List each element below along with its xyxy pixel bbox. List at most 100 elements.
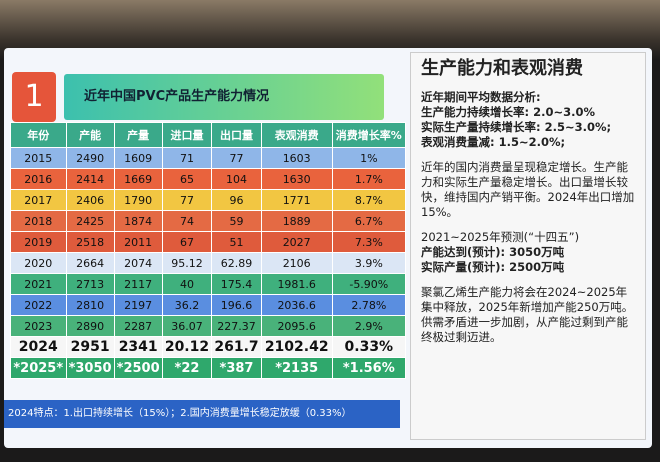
- cell: 95.12: [161, 252, 213, 274]
- header-cell: 出口量: [211, 122, 262, 148]
- cell: 104: [211, 168, 262, 190]
- cell: 2102.42: [260, 336, 333, 358]
- cell: 2425: [65, 210, 115, 232]
- cell: 175.4: [211, 273, 262, 295]
- cell: 96: [211, 189, 262, 211]
- cell: 2890: [65, 315, 115, 337]
- cell: 71: [161, 147, 213, 169]
- cell: 2951: [65, 336, 115, 358]
- header-cell: 进口量: [161, 122, 213, 148]
- cell: 1790: [113, 189, 163, 211]
- cell: 261.7: [211, 336, 262, 358]
- cell: -5.90%: [331, 273, 407, 295]
- header-cell: 产能: [65, 122, 115, 148]
- header-cell: 年份: [10, 122, 67, 148]
- cell: 2.78%: [331, 294, 407, 316]
- cell: *2135: [260, 357, 333, 379]
- cell: *387: [211, 357, 262, 379]
- cell: 67: [161, 231, 213, 253]
- cell: 2490: [65, 147, 115, 169]
- cell: 2095.6: [260, 315, 333, 337]
- cell: 77: [211, 147, 262, 169]
- forecast: 2021~2025年预测(“十四五”) 产能达到(预计): 3050万吨 实际产量(…: [421, 230, 635, 275]
- cell: 8.7%: [331, 189, 407, 211]
- slide: 1 近年中国PVC产品生产能力情况 年份 产能 产量 进口量 出口量 表观消费 消费增长率%…: [4, 48, 652, 448]
- forecast-line: 实际产量(预计): 2500万吨: [421, 260, 565, 274]
- cell: 2287: [113, 315, 163, 337]
- cell: 2017: [10, 189, 67, 211]
- table-row: 2015 2490 1609 71 77 1603 1%: [10, 147, 407, 169]
- cell: 2406: [65, 189, 115, 211]
- cell: 65: [161, 168, 213, 190]
- table-row: *2025* *3050 *2500 *22 *387 *2135 *1.56%: [10, 357, 407, 379]
- slide-number: 1: [12, 72, 56, 122]
- cell: 2.9%: [331, 315, 407, 337]
- cell: 2021: [10, 273, 67, 295]
- data-table: 年份 产能 产量 进口量 出口量 表观消费 消费增长率% 2015 2490 1609 71 77 16…: [10, 122, 407, 379]
- cell: 2810: [65, 294, 115, 316]
- cell: 2011: [113, 231, 163, 253]
- cell: 1889: [260, 210, 333, 232]
- cell: 1981.6: [260, 273, 333, 295]
- header-cell: 消费增长率%: [331, 122, 407, 148]
- cell: 2020: [10, 252, 67, 274]
- cell: 20.12: [161, 336, 213, 358]
- cell: 7.3%: [331, 231, 407, 253]
- cell: 2022: [10, 294, 67, 316]
- cell: 2518: [65, 231, 115, 253]
- cell: 2018: [10, 210, 67, 232]
- cell: 36.07: [161, 315, 213, 337]
- side-panel: 生产能力和表观消费 近年期间平均数据分析: 生产能力持续增长率: 2.0~3.0%…: [410, 52, 646, 440]
- cell: 2341: [113, 336, 163, 358]
- table-row: 2020 2664 2074 95.12 62.89 2106 3.9%: [10, 252, 407, 274]
- analysis-line: 生产能力持续增长率: 2.0~3.0%: [421, 105, 596, 119]
- cell: 1%: [331, 147, 407, 169]
- analysis-heading: 近年期间平均数据分析:: [421, 90, 541, 104]
- cell: 59: [211, 210, 262, 232]
- table-row: 2018 2425 1874 74 59 1889 6.7%: [10, 210, 407, 232]
- panel-title: 生产能力和表观消费: [421, 58, 583, 79]
- cell: 2664: [65, 252, 115, 274]
- cell: 2015: [10, 147, 67, 169]
- footnote: 2024特点：1.出口持续增长（15%）；2.国内消费量增长稳定放缓（0.33%…: [4, 400, 400, 428]
- header-cell: 表观消费: [260, 122, 333, 148]
- cell: *1.56%: [331, 357, 407, 379]
- header-row: 年份 产能 产量 进口量 出口量 表观消费 消费增长率%: [10, 122, 407, 148]
- cell: 74: [161, 210, 213, 232]
- cell: 2106: [260, 252, 333, 274]
- cell: 227.37: [211, 315, 262, 337]
- cell: 2414: [65, 168, 115, 190]
- cell: 2713: [65, 273, 115, 295]
- cell: 1874: [113, 210, 163, 232]
- forecast-line: 产能达到(预计): 3050万吨: [421, 245, 565, 259]
- cell: 0.33%: [331, 336, 407, 358]
- cell: 2027: [260, 231, 333, 253]
- paragraph: 聚氯乙烯生产能力将会在2024~2025年集中释放，2025年新增加产能250万…: [421, 285, 634, 344]
- table-row: 2021 2713 2117 40 175.4 1981.6 -5.90%: [10, 273, 407, 295]
- cell: *2025*: [10, 357, 67, 379]
- cell: *22: [161, 357, 213, 379]
- header-cell: 产量: [113, 122, 163, 148]
- paragraph: 近年的国内消费量呈现稳定增长。生产能力和实际生产量稳定增长。出口量增长较快，维持…: [421, 160, 635, 219]
- table-row: 2022 2810 2197 36.2 196.6 2036.6 2.78%: [10, 294, 407, 316]
- table-row: 2023 2890 2287 36.07 227.37 2095.6 2.9%: [10, 315, 407, 337]
- cell: 2016: [10, 168, 67, 190]
- analysis-line: 表观消费量减: 1.5~2.0%;: [421, 135, 566, 149]
- cell: 2024: [10, 336, 67, 358]
- cell: 40: [161, 273, 213, 295]
- cell: 1.7%: [331, 168, 407, 190]
- cell: 2036.6: [260, 294, 333, 316]
- table-row: 2017 2406 1790 77 96 1771 8.7%: [10, 189, 407, 211]
- analysis-line: 实际生产量持续增长率: 2.5~3.0%;: [421, 120, 612, 134]
- cell: *3050: [65, 357, 115, 379]
- table-row: 2016 2414 1669 65 104 1630 1.7%: [10, 168, 407, 190]
- table-title: 近年中国PVC产品生产能力情况: [64, 74, 384, 120]
- cell: 196.6: [211, 294, 262, 316]
- cell: 62.89: [211, 252, 262, 274]
- cell: *2500: [113, 357, 163, 379]
- cell: 2019: [10, 231, 67, 253]
- cell: 1609: [113, 147, 163, 169]
- cell: 2023: [10, 315, 67, 337]
- cell: 1603: [260, 147, 333, 169]
